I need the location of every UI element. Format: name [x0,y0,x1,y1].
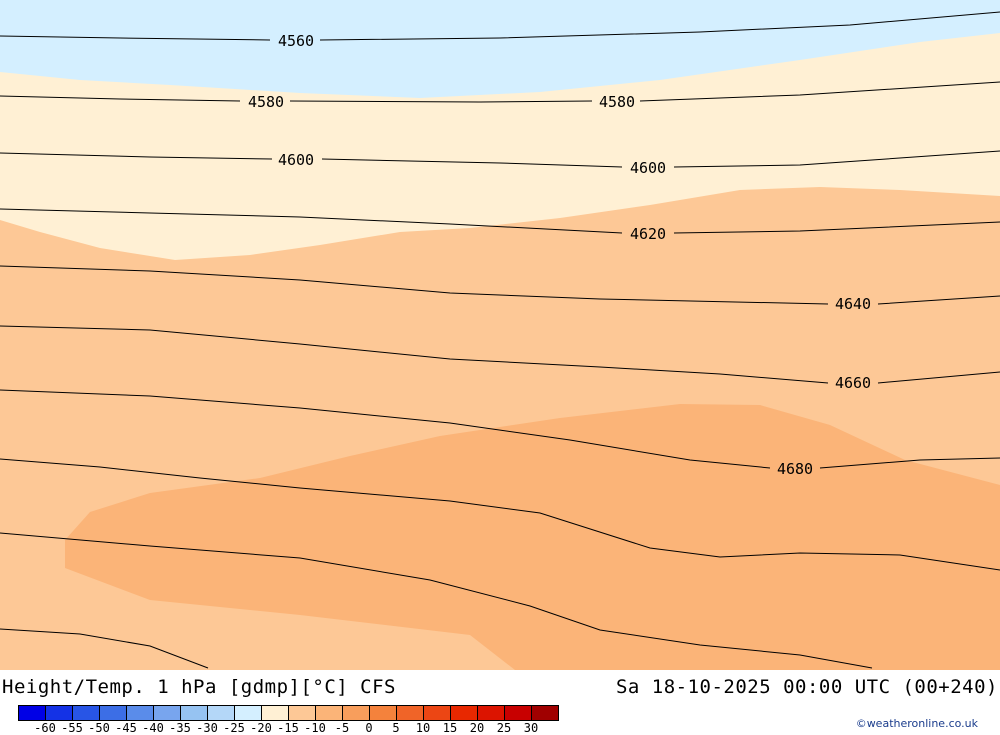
legend-tick-label: 0 [365,721,373,735]
legend-swatch [100,706,127,720]
legend-tick-label: -45 [115,721,137,735]
legend-swatch [73,706,100,720]
legend-tick-label: -20 [250,721,272,735]
legend-tick-label: 20 [469,721,485,735]
contour-4680 [0,389,1000,469]
legend-swatch [451,706,478,720]
legend-swatch [235,706,262,720]
legend-swatch [46,706,73,720]
legend-tick-label: -5 [334,721,350,735]
contour-label: 4560 [278,32,314,50]
legend-tick-label: -60 [34,721,56,735]
legend-tick-label: 10 [415,721,431,735]
contour-label: 4580 [248,93,284,111]
legend-swatch [208,706,235,720]
contour-4560 [0,11,1000,41]
legend-tick-label: -55 [61,721,83,735]
contour-4640 [0,265,1000,305]
legend-tick-label: -10 [304,721,326,735]
contour-4740 [0,628,209,669]
contour-4580 [0,81,1000,103]
contour-label: 4580 [599,93,635,111]
legend-tick-label: 25 [496,721,512,735]
contour-4620 [0,208,1000,234]
legend-swatch [343,706,370,720]
legend-tick-label: 5 [392,721,400,735]
contour-label: 4600 [278,151,314,169]
contour-label: 4660 [835,374,871,392]
contour-4700 [0,458,1000,571]
legend-tick-label: -50 [88,721,110,735]
contour-label: 4640 [835,295,871,313]
contour-4600 [0,150,1000,168]
weather-map: 4560 4580 4580 4600 4600 4620 4640 4660 … [0,0,1000,670]
contour-label: 4680 [777,460,813,478]
legend-tick-label: -40 [142,721,164,735]
legend-swatch [316,706,343,720]
legend-ticks: -60 -55 -50 -45 -40 -35 -30 -25 -20 -15 -10 -5 0 5 10 1… [18,721,578,735]
legend-tick-label: -30 [196,721,218,735]
legend-swatch [289,706,316,720]
contour-4720 [0,532,873,669]
temp-fill-cold [0,0,1000,98]
product-title: Height/Temp. 1 hPa [gdmp][°C] CFS [2,676,396,698]
contour-4660 [0,325,1000,384]
valid-time: Sa 18-10-2025 00:00 UTC (00+240) [615,676,998,698]
contour-label: 4600 [630,159,666,177]
legend-tick-label: -25 [223,721,245,735]
color-legend [18,705,559,721]
legend-swatch [19,706,46,720]
legend-tick-label: -15 [277,721,299,735]
legend-swatch [181,706,208,720]
legend-swatch [505,706,532,720]
contour-lines [0,11,1000,669]
legend-swatch [532,706,558,720]
legend-swatch [424,706,451,720]
map-footer [0,670,1000,733]
legend-swatch [127,706,154,720]
temp-fill-orange [65,404,1000,670]
credit-link[interactable]: ©weatheronline.co.uk [855,717,978,730]
legend-tick-label: 15 [442,721,458,735]
legend-swatch [262,706,289,720]
legend-swatch [370,706,397,720]
legend-swatch [154,706,181,720]
contour-label: 4620 [630,225,666,243]
legend-swatch [397,706,424,720]
legend-swatch [478,706,505,720]
legend-tick-label: -35 [169,721,191,735]
legend-tick-label: 30 [523,721,539,735]
